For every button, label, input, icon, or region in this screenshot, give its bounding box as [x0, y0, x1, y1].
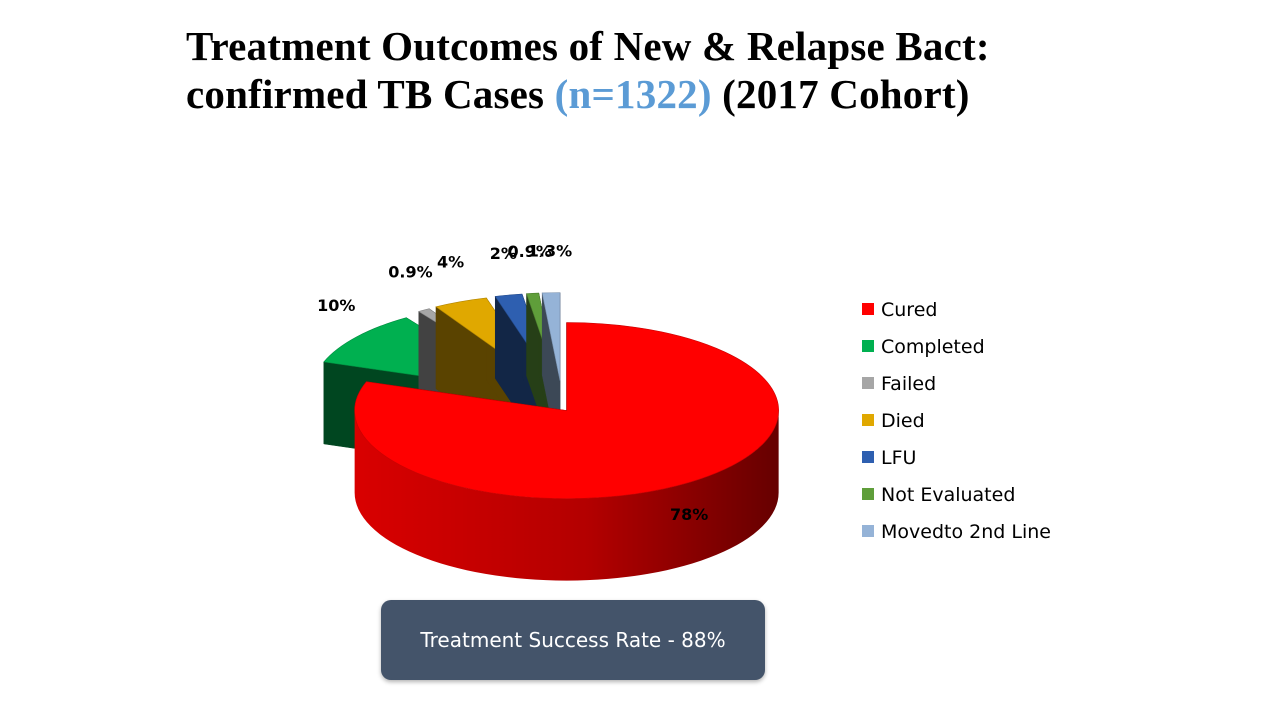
title-line-2-prefix: confirmed TB Cases — [186, 71, 555, 117]
legend-label: Movedto 2nd Line — [881, 521, 1051, 543]
legend-item: Movedto 2nd Line — [862, 521, 1051, 543]
title-cohort-count: (n=1322) — [554, 71, 712, 117]
legend-label: Failed — [881, 373, 936, 395]
data-label-completed: 10% — [317, 296, 355, 315]
legend-swatch — [862, 451, 874, 463]
legend-label: Died — [881, 410, 925, 432]
data-label-not-evaluated: 0.9% — [508, 242, 552, 261]
legend-item: Died — [862, 410, 925, 432]
legend-label: Not Evaluated — [881, 484, 1015, 506]
legend-label: LFU — [881, 447, 916, 469]
legend-swatch — [862, 488, 874, 500]
legend-label: Completed — [881, 336, 985, 358]
title-line-2-suffix: (2017 Cohort) — [711, 71, 970, 117]
legend-swatch — [862, 340, 874, 352]
pie-slices — [323, 292, 779, 581]
treatment-success-text: Treatment Success Rate - 88% — [420, 628, 726, 652]
data-label-movedto-2nd-line: 1.3% — [528, 241, 572, 260]
slide-title: Treatment Outcomes of New & Relapse Bact… — [186, 22, 1126, 118]
legend-swatch — [862, 414, 874, 426]
legend-item: Cured — [862, 299, 937, 321]
data-labels: 78%10%0.9%4% 2%0.9%1.3% — [317, 241, 708, 524]
legend-item: Not Evaluated — [862, 484, 1015, 506]
legend-swatch — [862, 377, 874, 389]
legend-swatch — [862, 525, 874, 537]
legend-item: Failed — [862, 373, 936, 395]
legend-item: Completed — [862, 336, 985, 358]
data-label-lfu: 2% — [490, 244, 517, 263]
title-line-1: Treatment Outcomes of New & Relapse Bact… — [186, 23, 990, 69]
legend-item: LFU — [862, 447, 916, 469]
legend-swatch — [862, 303, 874, 315]
data-label-failed: 0.9% — [388, 263, 432, 282]
data-label-died: 4% — [437, 252, 464, 271]
chart-legend: Cured Completed Failed Died LFU Not Evaluated… — [862, 299, 1051, 543]
treatment-success-callout: Treatment Success Rate - 88% — [381, 600, 765, 680]
pie-slice-cured — [354, 322, 779, 581]
legend-label: Cured — [881, 299, 937, 321]
data-label-cured: 78% — [670, 505, 708, 524]
